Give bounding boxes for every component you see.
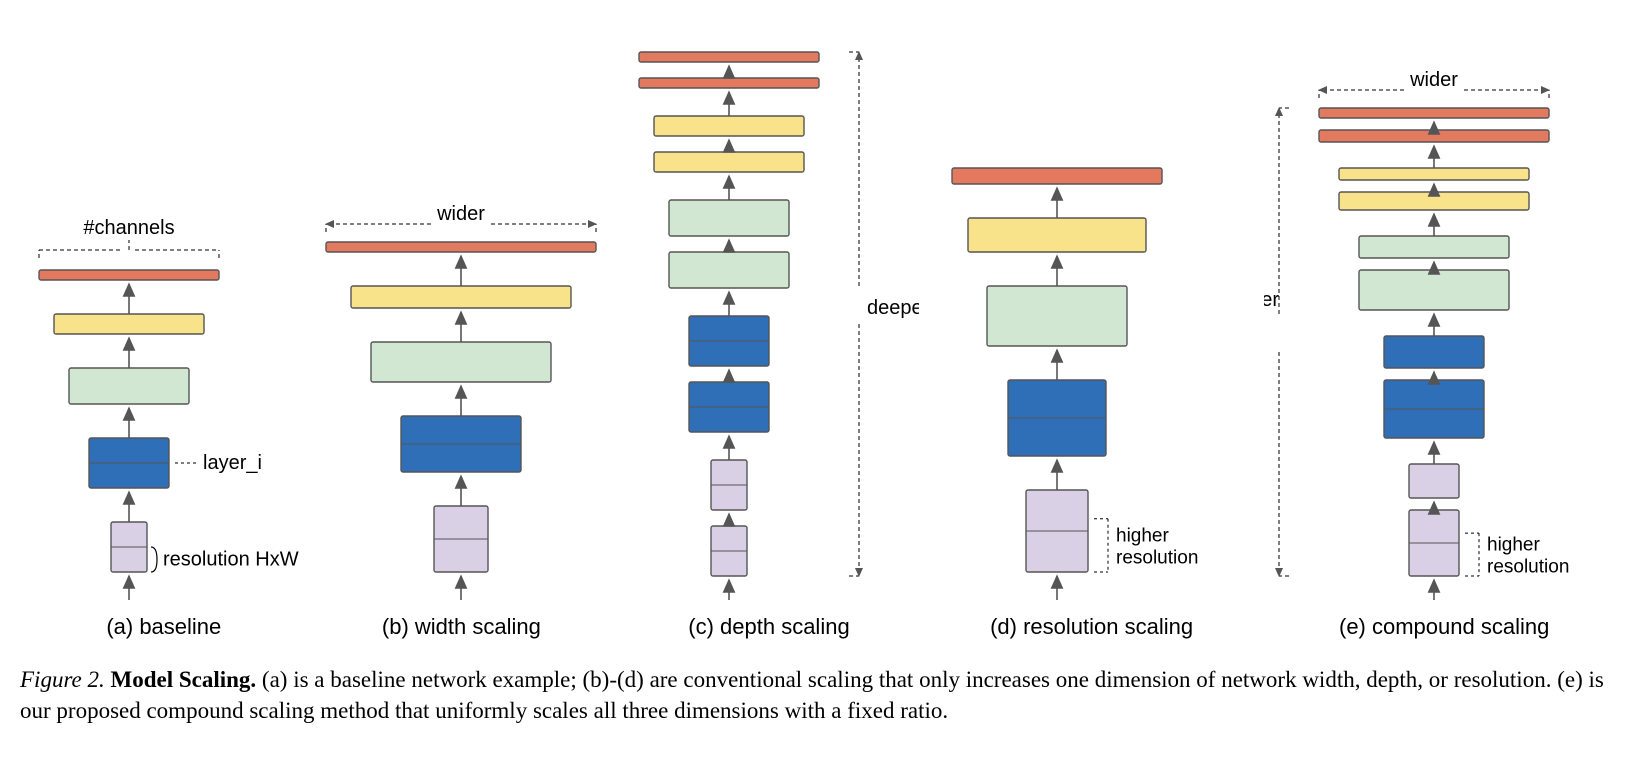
stage-green-1 xyxy=(669,252,789,288)
channels-label: #channels xyxy=(83,217,174,239)
stage-yellow xyxy=(968,218,1146,252)
stage-red-1 xyxy=(1319,130,1549,142)
stage-green xyxy=(371,342,551,382)
stage-yellow-1 xyxy=(1339,192,1529,210)
deeper-label: deeper xyxy=(867,297,919,319)
panel-e: wider deeper higherresolution (e) compound… xyxy=(1264,6,1624,640)
input-block-2 xyxy=(1409,464,1459,498)
stage-red-2 xyxy=(639,52,819,62)
caption-title: Model Scaling. xyxy=(111,667,257,692)
stage-yellow-1 xyxy=(654,152,804,172)
layer-i-label: layer_i xyxy=(203,452,262,474)
higher-res-label-2: resolution xyxy=(1116,547,1198,568)
stage-yellow xyxy=(54,314,204,334)
diagram-width-scaling: wider xyxy=(311,176,611,606)
figure: #channels layer_i resolution HxW (a) basel… xyxy=(20,20,1628,726)
panel-a-label: (a) baseline xyxy=(106,614,221,640)
stage-green-2 xyxy=(669,200,789,236)
higher-res-label-1: higher xyxy=(1487,535,1540,556)
wider-label: wider xyxy=(1409,69,1458,91)
diagram-depth-scaling: deeper xyxy=(619,6,919,606)
caption-prefix: Figure 2. xyxy=(20,667,105,692)
stage-green-1 xyxy=(1359,270,1509,310)
panel-c-label: (c) depth scaling xyxy=(688,614,849,640)
stage-yellow xyxy=(351,286,571,308)
stage-yellow-2 xyxy=(1339,168,1529,180)
panel-b: wider (b) width scaling xyxy=(311,176,611,640)
panel-c: deeper (c) depth scaling xyxy=(619,6,919,640)
diagram-baseline: #channels layer_i resolution HxW xyxy=(24,176,304,606)
deeper-label: deeper xyxy=(1264,289,1279,311)
panel-d-label: (d) resolution scaling xyxy=(990,614,1193,640)
stage-green xyxy=(987,286,1127,346)
stage-green xyxy=(69,368,189,404)
stage-red xyxy=(326,242,596,252)
stage-green-2 xyxy=(1359,236,1509,258)
higher-res-label-1: higher xyxy=(1116,525,1169,546)
panel-d: higherresolution (d) resolution scaling xyxy=(927,146,1257,640)
stage-red xyxy=(952,168,1162,184)
conv-block-2 xyxy=(1384,336,1484,368)
diagram-resolution-scaling: higherresolution xyxy=(927,146,1257,606)
wider-label: wider xyxy=(436,203,485,225)
stage-red-2 xyxy=(1319,108,1549,118)
diagram-compound-scaling: wider deeper higherresolution xyxy=(1264,6,1624,606)
higher-res-label-2: resolution xyxy=(1487,557,1569,578)
panels-row: #channels layer_i resolution HxW (a) basel… xyxy=(20,20,1628,640)
panel-b-label: (b) width scaling xyxy=(382,614,541,640)
stage-yellow-2 xyxy=(654,116,804,136)
caption-body: (a) is a baseline network example; (b)-(… xyxy=(20,667,1604,723)
panel-e-label: (e) compound scaling xyxy=(1339,614,1549,640)
resolution-hw-label: resolution HxW xyxy=(163,549,299,571)
panel-a: #channels layer_i resolution HxW (a) basel… xyxy=(24,176,304,640)
figure-caption: Figure 2. Model Scaling. (a) is a baseli… xyxy=(20,664,1628,726)
stage-red xyxy=(39,270,219,280)
stage-red-1 xyxy=(639,78,819,88)
